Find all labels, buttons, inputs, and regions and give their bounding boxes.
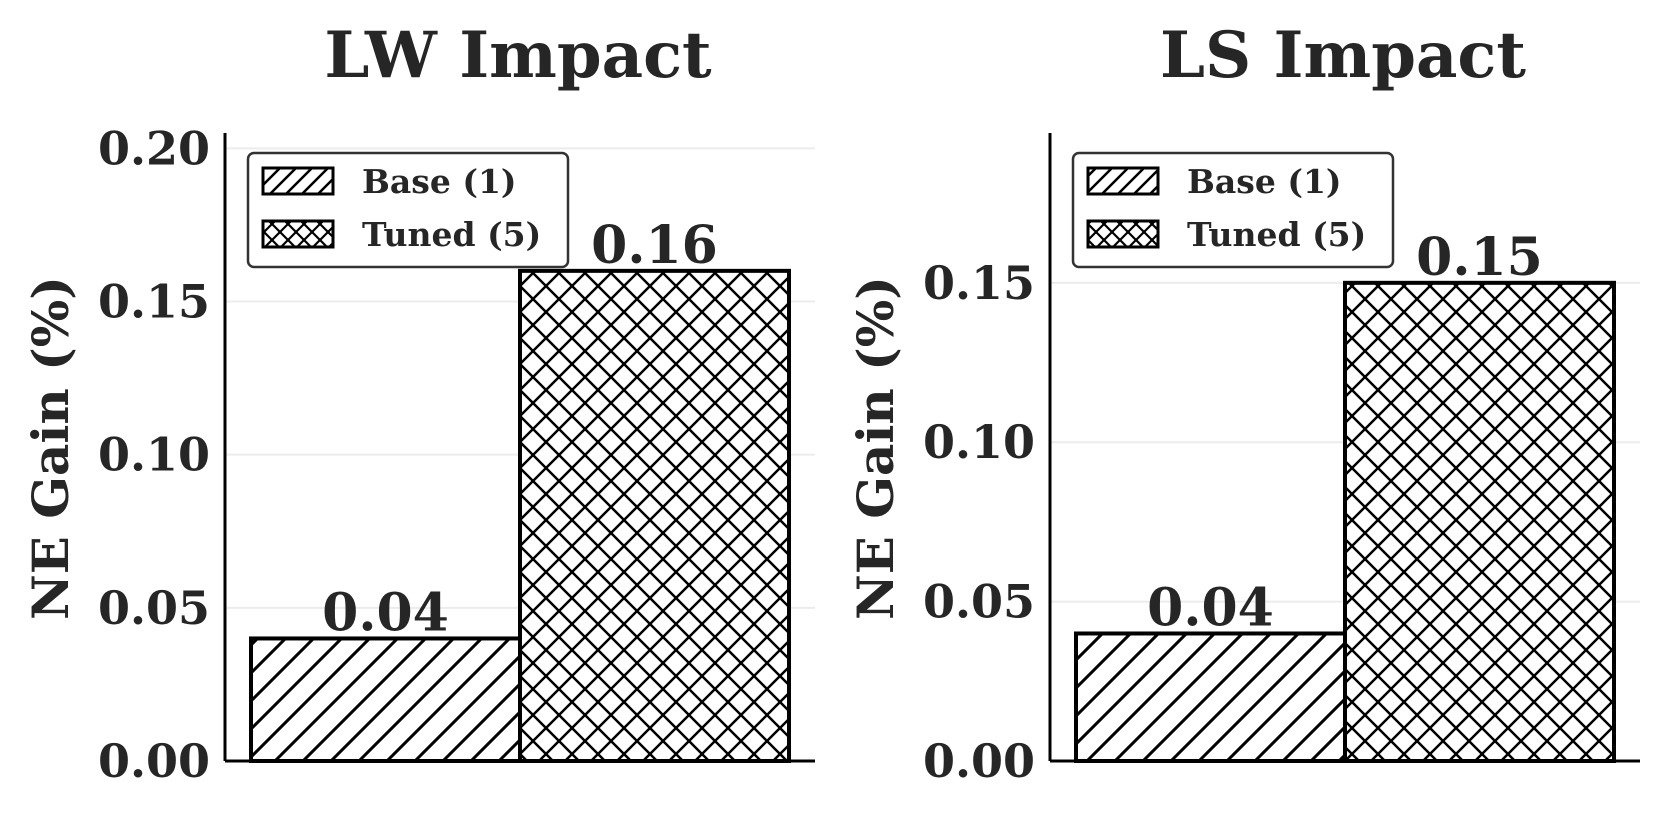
- y-tick-label: 0.15: [98, 274, 210, 328]
- bar-base-1: [249, 636, 522, 764]
- legend: Base (1) Tuned (5): [1071, 151, 1395, 269]
- y-tick-label: 0.10: [98, 428, 210, 482]
- bar-value-label: 0.15: [1416, 227, 1543, 288]
- value-labels: 0.04 0.15: [1147, 227, 1543, 639]
- legend-swatch-diagonal-icon: [261, 166, 335, 196]
- bars: [1074, 280, 1616, 763]
- chart-panel-ls: LS Impact NE Gain (%) 0.00 0.05 0.10 0.15 0…: [846, 18, 1640, 788]
- y-tick-label: 0.10: [923, 415, 1035, 469]
- bars: [249, 268, 791, 764]
- legend-label-tuned: Tuned (5): [362, 215, 541, 254]
- value-labels: 0.04 0.16: [322, 215, 718, 644]
- bar-value-label: 0.04: [1147, 577, 1274, 638]
- y-tick-label: 0.00: [98, 734, 210, 788]
- legend-label-base: Base (1): [1187, 162, 1342, 201]
- y-tick-label: 0.15: [923, 256, 1035, 310]
- y-tick-label: 0.00: [923, 734, 1035, 788]
- legend-swatch-crosshatch-icon: [261, 219, 335, 249]
- bar-tuned-5: [518, 268, 791, 763]
- bar-value-label: 0.16: [591, 215, 718, 276]
- legend-label-tuned: Tuned (5): [1187, 215, 1366, 254]
- bar-tuned-5: [1343, 280, 1616, 763]
- y-tick-label: 0.05: [923, 575, 1035, 629]
- chart-title: LS Impact: [1160, 18, 1526, 93]
- legend-label-base: Base (1): [362, 162, 517, 201]
- chart-panel-lw: LW Impact NE Gain (%) 0.000.050.100.150.…: [21, 18, 815, 788]
- y-tick-label: 0.20: [98, 121, 210, 175]
- legend-swatch-diagonal-icon: [1086, 166, 1160, 196]
- y-tick-labels: 0.00 0.05 0.10 0.15: [923, 256, 1035, 788]
- y-axis-label: NE Gain (%): [21, 276, 80, 620]
- chart-title: LW Impact: [324, 18, 712, 93]
- legend: Base (1) Tuned (5): [246, 151, 570, 269]
- y-axis-label: NE Gain (%): [846, 276, 905, 620]
- legend-swatch-crosshatch-icon: [1086, 219, 1160, 249]
- y-tick-label: 0.05: [98, 581, 210, 635]
- bar-base-1: [1074, 631, 1347, 763]
- bar-value-label: 0.04: [322, 582, 449, 643]
- y-tick-labels: 0.00 0.05 0.10 0.15 0.20: [98, 121, 210, 788]
